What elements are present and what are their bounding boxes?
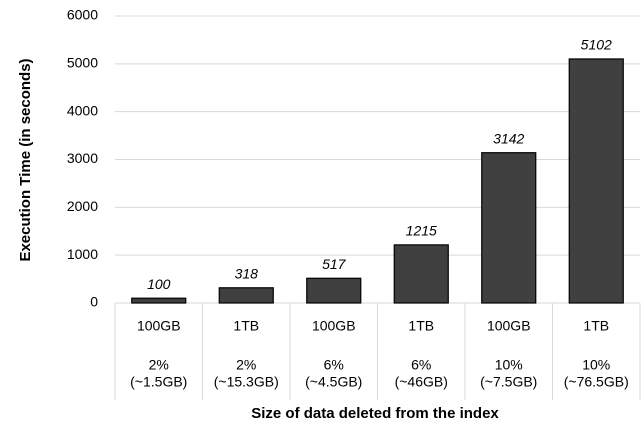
y-tick-label: 4000 <box>67 102 98 118</box>
y-tick-label: 6000 <box>67 7 98 23</box>
x-tick-label: 100GB <box>487 318 531 334</box>
y-tick-label: 5000 <box>67 55 98 71</box>
x-subcategory-label: 10% <box>495 357 523 373</box>
x-tick-label: 1TB <box>583 318 609 334</box>
x-axis-label: Size of data deleted from the index <box>251 405 499 422</box>
value-label: 5102 <box>581 37 612 53</box>
x-subcategory-label: (~76.5GB) <box>564 374 629 390</box>
value-label: 1215 <box>406 223 437 239</box>
y-tick-label: 1000 <box>67 246 98 262</box>
y-axis-label: Execution Time (in seconds) <box>17 58 34 261</box>
x-tick-label: 100GB <box>137 318 181 334</box>
x-subcategory-label: 2% <box>149 357 169 373</box>
x-subcategory-label: 2% <box>236 357 256 373</box>
x-subcategory-label: (~15.3GB) <box>214 374 279 390</box>
bar <box>481 152 537 304</box>
x-subcategory-label: (~4.5GB) <box>305 374 362 390</box>
value-label: 3142 <box>493 130 524 146</box>
x-tick-label: 1TB <box>408 318 434 334</box>
value-label: 517 <box>322 256 347 272</box>
bar <box>218 287 274 304</box>
x-subcategory-label: (~7.5GB) <box>480 374 537 390</box>
x-tick-label: 1TB <box>233 318 259 334</box>
y-tick-label: 2000 <box>67 198 98 214</box>
value-label: 100 <box>147 276 171 292</box>
x-subcategory-label: (~46GB) <box>395 374 448 390</box>
y-tick-label: 3000 <box>67 150 98 166</box>
x-subcategory-label: 10% <box>582 357 610 373</box>
bar <box>393 244 449 304</box>
x-tick-label: 100GB <box>312 318 356 334</box>
x-subcategory-label: (~1.5GB) <box>130 374 187 390</box>
bar <box>306 277 362 304</box>
bar <box>131 297 187 304</box>
y-tick-label: 0 <box>90 294 98 310</box>
x-subcategory-label: 6% <box>324 357 344 373</box>
bar <box>568 58 624 304</box>
x-subcategory-label: 6% <box>411 357 431 373</box>
value-label: 318 <box>235 265 259 281</box>
